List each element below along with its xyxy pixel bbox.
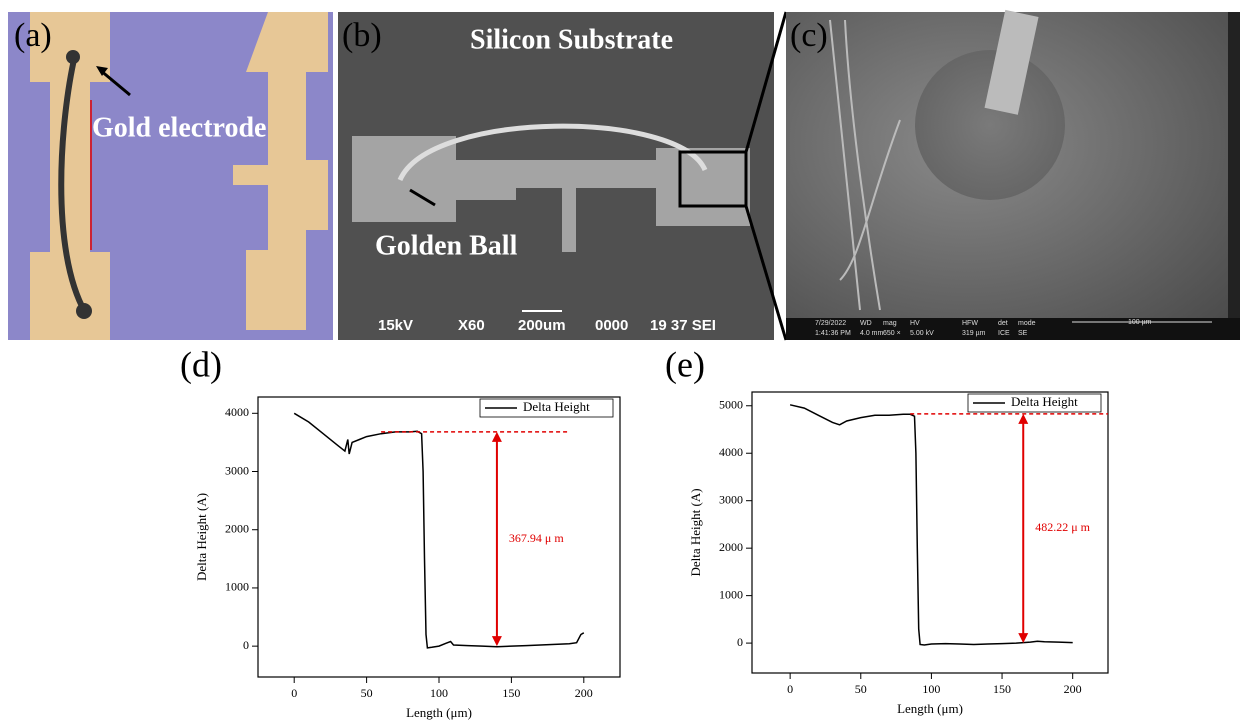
y-axis-label: Delta Height (A) xyxy=(688,488,703,576)
annotation: Gold electrode xyxy=(92,112,266,143)
arrow-head xyxy=(1018,414,1028,424)
sem-info: SE xyxy=(1018,330,1028,337)
plot-frame xyxy=(258,397,620,677)
y-tick-label: 4000 xyxy=(225,405,249,419)
annotation: Golden Ball xyxy=(375,230,518,261)
x-axis-label: Length (μm) xyxy=(406,705,472,720)
x-tick-label: 150 xyxy=(993,682,1011,696)
x-tick-label: 0 xyxy=(291,686,297,700)
y-tick-label: 0 xyxy=(243,638,249,652)
sem-info: mode xyxy=(1018,320,1036,327)
y-tick-label: 2000 xyxy=(719,540,743,554)
sem-info: ICE xyxy=(998,330,1010,337)
arrow-head xyxy=(492,432,502,442)
panel-b: (b) Silicon Substrate Golden Ball xyxy=(338,12,774,340)
annotation-label: 367.94 μ m xyxy=(509,531,564,545)
sem-info: 200um xyxy=(518,317,566,334)
sem-info: mag xyxy=(883,320,897,327)
sem-info: 15kV xyxy=(378,317,413,334)
y-tick-label: 3000 xyxy=(719,492,743,506)
panel-label: (a) xyxy=(14,17,52,54)
sem-info: HFW xyxy=(962,320,978,327)
x-tick-label: 150 xyxy=(502,686,520,700)
sem-info: 100 µm xyxy=(1128,319,1152,326)
sem-info: HV xyxy=(910,320,920,327)
panel-label: (e) xyxy=(665,344,705,384)
panel-label: (d) xyxy=(180,344,222,384)
panel-a: (a) Gold electrode xyxy=(8,12,333,340)
arrow-head xyxy=(492,636,502,646)
x-tick-label: 100 xyxy=(430,686,448,700)
x-tick-label: 100 xyxy=(922,682,940,696)
arrow-head xyxy=(1018,633,1028,643)
sem-info: 7/29/2022 xyxy=(815,320,846,327)
x-tick-label: 50 xyxy=(855,682,867,696)
y-tick-label: 4000 xyxy=(719,445,743,459)
sem-info: 5.00 kV xyxy=(910,330,934,337)
x-axis-label: Length (μm) xyxy=(897,701,963,716)
panel-c: (c) xyxy=(786,10,1240,340)
panel-label: (c) xyxy=(790,17,828,54)
title: Silicon Substrate xyxy=(470,24,673,55)
y-tick-label: 3000 xyxy=(225,463,249,477)
y-axis-label: Delta Height (A) xyxy=(194,493,209,581)
figure: (a) Gold electrode (b) Silicon Substrate… xyxy=(0,0,1242,720)
sem-info: 319 µm xyxy=(962,330,986,337)
sem-info: X60 xyxy=(458,317,485,334)
x-tick-label: 200 xyxy=(575,686,593,700)
sem-info: 650 × xyxy=(883,330,901,337)
y-tick-label: 2000 xyxy=(225,521,249,535)
x-tick-label: 50 xyxy=(361,686,373,700)
legend-label: Delta Height xyxy=(523,399,590,414)
sem-info: 4.0 mm xyxy=(860,330,884,337)
sem-info: 19 37 SEI xyxy=(650,317,716,334)
y-tick-label: 1000 xyxy=(225,580,249,594)
sem-info: det xyxy=(998,320,1008,327)
panel-label: (b) xyxy=(342,17,382,54)
sem-info: 1:41:36 PM xyxy=(815,330,851,337)
sem-info: WD xyxy=(860,320,872,327)
annotation-label: 482.22 μ m xyxy=(1035,520,1090,534)
sem-info: 0000 xyxy=(595,317,628,334)
x-tick-label: 0 xyxy=(787,682,793,696)
y-tick-label: 1000 xyxy=(719,587,743,601)
data-line xyxy=(790,405,1073,645)
x-tick-label: 200 xyxy=(1064,682,1082,696)
y-tick-label: 5000 xyxy=(719,398,743,412)
legend-label: Delta Height xyxy=(1011,394,1078,409)
y-tick-label: 0 xyxy=(737,635,743,649)
